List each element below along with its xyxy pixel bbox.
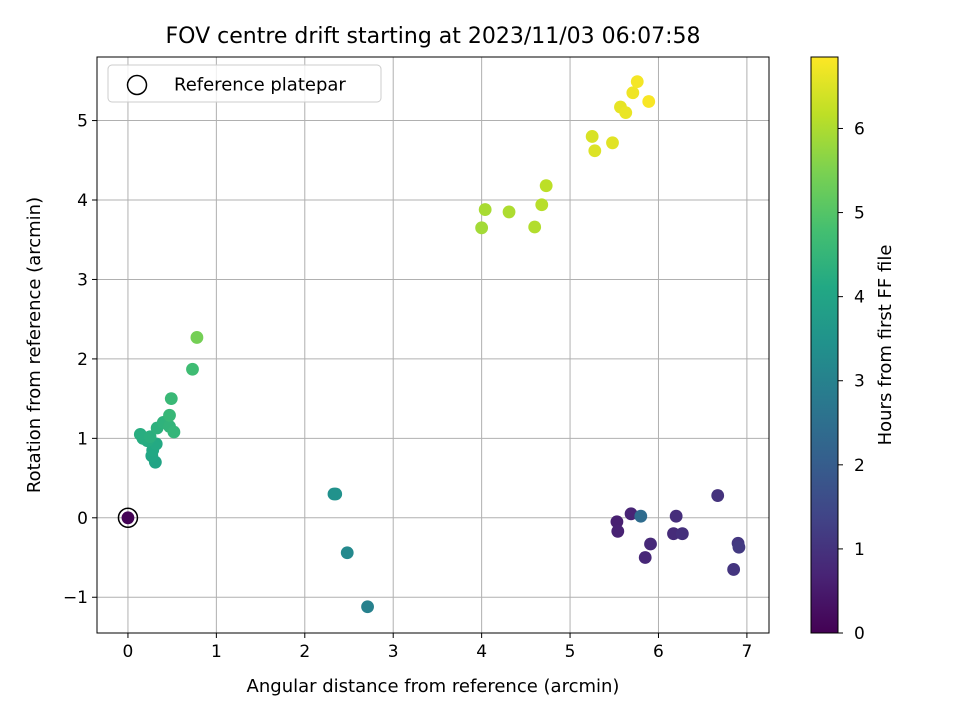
scatter-point — [528, 220, 542, 234]
scatter-point — [610, 515, 624, 529]
plot-frame — [96, 56, 770, 634]
x-tick-label: 5 — [565, 642, 576, 662]
colorbar-ticks: 0 1 2 3 4 5 6 — [838, 119, 865, 644]
scatter-point — [644, 537, 657, 551]
y-axis-label: Rotation from reference (arcmin) — [24, 197, 45, 493]
scatter-point — [167, 425, 181, 439]
scatter-point — [121, 511, 135, 525]
colorbar-tick-label: 5 — [854, 204, 865, 224]
colorbar-tick-label: 2 — [854, 456, 865, 476]
scatter-point — [626, 86, 640, 100]
scatter-point — [630, 75, 644, 89]
scatter-point — [539, 179, 553, 193]
legend: Reference platepar — [107, 64, 382, 103]
grid — [97, 57, 769, 633]
y-tick-label: 4 — [77, 191, 88, 211]
scatter-point — [475, 221, 489, 235]
colorbar-tick-label: 0 — [854, 624, 865, 644]
scatter-point — [329, 487, 343, 501]
scatter-point — [675, 527, 689, 541]
y-tick-label: 5 — [77, 112, 88, 132]
scatter-point — [667, 527, 680, 541]
x-tick-label: 1 — [211, 642, 222, 662]
scatter-point — [732, 540, 746, 554]
scatter-point — [143, 430, 157, 444]
scatter-point — [585, 130, 599, 143]
scatter-point — [163, 408, 176, 422]
colorbar-tick-label: 6 — [854, 119, 865, 139]
data-points — [121, 75, 746, 614]
scatter-point — [619, 106, 633, 120]
reference-marker — [117, 507, 139, 529]
scatter-point — [611, 524, 625, 538]
legend-box — [107, 64, 382, 103]
reference-platepar-marker — [117, 507, 139, 529]
scatter-point — [642, 95, 656, 108]
y-tick-label: 2 — [77, 350, 88, 370]
x-tick-label: 7 — [741, 642, 752, 662]
scatter-point — [190, 331, 204, 344]
legend-reference-marker — [126, 74, 148, 96]
scatter-point — [133, 427, 147, 441]
x-tick-label: 6 — [653, 642, 664, 662]
scatter-point — [669, 509, 683, 523]
y-tick-label: −1 — [63, 588, 88, 608]
scatter-point — [186, 362, 199, 376]
colorbar: 0 1 2 3 4 5 6 Hours from first FF file — [810, 56, 896, 644]
scatter-point — [478, 203, 492, 216]
colorbar-label: Hours from first FF file — [875, 245, 896, 446]
scatter-point — [727, 563, 741, 576]
scatter-point — [535, 198, 549, 212]
scatter-point — [340, 546, 354, 560]
chart-title: FOV centre drift starting at 2023/11/03 … — [166, 24, 701, 49]
scatter-point — [634, 509, 648, 523]
colorbar-gradient — [810, 56, 839, 634]
y-tick-label: 0 — [77, 509, 88, 529]
scatter-point — [711, 489, 725, 502]
scatter-point — [502, 205, 516, 219]
colorbar-tick-label: 4 — [854, 288, 865, 308]
scatter-point — [164, 392, 178, 406]
scatter-point — [588, 144, 602, 158]
legend-entry-label: Reference platepar — [174, 75, 346, 96]
x-tick-label: 0 — [123, 642, 134, 662]
y-tick-label: 1 — [77, 429, 88, 449]
y-tick-label: 3 — [77, 270, 88, 290]
scatter-point — [361, 600, 374, 614]
scatter-point — [638, 551, 652, 564]
x-axis-label: Angular distance from reference (arcmin) — [247, 676, 620, 697]
colorbar-tick-label: 3 — [854, 372, 865, 392]
y-axis-ticks: −1 0 1 2 3 4 5 — [63, 112, 97, 608]
x-tick-label: 4 — [476, 642, 487, 662]
colorbar-tick-label: 1 — [854, 540, 865, 560]
x-tick-label: 3 — [388, 642, 399, 662]
scatter-point — [624, 507, 638, 521]
x-tick-label: 2 — [299, 642, 310, 662]
x-axis-ticks: 0 1 2 3 4 5 6 7 — [123, 633, 752, 662]
scatter-point — [606, 136, 619, 150]
